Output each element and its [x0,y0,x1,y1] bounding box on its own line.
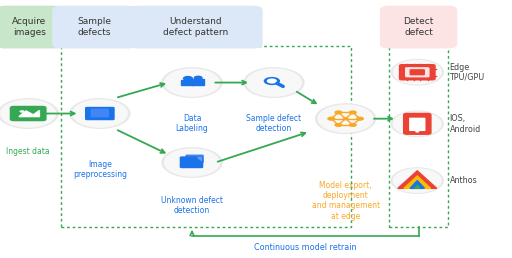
Text: Data
Labeling: Data Labeling [176,114,208,133]
Circle shape [317,104,374,133]
FancyBboxPatch shape [380,6,457,49]
Text: Understand
defect pattern: Understand defect pattern [163,17,228,37]
Text: Continuous model retrain: Continuous model retrain [254,243,356,252]
Polygon shape [415,185,420,188]
FancyBboxPatch shape [180,156,203,168]
FancyBboxPatch shape [409,118,425,131]
Polygon shape [192,79,204,85]
Circle shape [391,110,444,137]
Circle shape [356,117,364,121]
Circle shape [0,98,59,129]
Circle shape [415,131,419,133]
Circle shape [19,110,25,113]
Text: Detect
defect: Detect defect [403,17,434,37]
Circle shape [391,167,444,194]
Circle shape [161,67,223,98]
Circle shape [264,77,280,85]
Text: Image
preprocessing: Image preprocessing [73,160,127,179]
FancyBboxPatch shape [399,64,436,80]
Text: Sample defect
detection: Sample defect detection [246,114,302,133]
Bar [61,46,351,227]
FancyBboxPatch shape [0,6,63,49]
Circle shape [343,117,349,120]
FancyBboxPatch shape [10,106,47,121]
Circle shape [349,110,357,115]
FancyBboxPatch shape [85,107,115,120]
FancyBboxPatch shape [185,155,204,163]
Text: IOS,
Android: IOS, Android [450,114,481,134]
FancyBboxPatch shape [405,67,430,77]
FancyBboxPatch shape [91,109,109,117]
Circle shape [164,68,220,97]
Text: Sample
defects: Sample defects [78,17,112,37]
Circle shape [267,78,277,84]
Circle shape [334,123,343,127]
Circle shape [69,98,131,129]
Circle shape [391,59,444,86]
Circle shape [315,103,376,134]
Circle shape [246,68,302,97]
Circle shape [243,67,305,98]
Circle shape [194,76,203,80]
Circle shape [327,117,335,121]
Polygon shape [404,176,431,188]
Bar [389,46,448,227]
Circle shape [183,76,193,81]
Circle shape [164,148,220,177]
Circle shape [161,147,223,178]
Circle shape [334,110,343,115]
Text: Model export,
deployment
and management
at edge: Model export, deployment and management … [311,181,380,221]
FancyBboxPatch shape [410,69,425,75]
Circle shape [349,123,357,127]
Polygon shape [410,181,424,188]
Text: Anthos: Anthos [450,176,477,185]
Circle shape [393,60,442,85]
FancyBboxPatch shape [403,113,432,135]
Text: Ingest data: Ingest data [6,147,50,156]
Circle shape [393,111,442,136]
Text: Acquire
images: Acquire images [12,17,47,37]
FancyBboxPatch shape [52,6,137,49]
Text: Edge
TPU/GPU: Edge TPU/GPU [450,62,485,82]
FancyBboxPatch shape [129,6,263,49]
Circle shape [393,168,442,193]
Polygon shape [197,157,201,160]
Polygon shape [181,80,193,85]
Polygon shape [19,110,39,117]
Polygon shape [398,171,437,188]
Circle shape [72,99,128,128]
Text: Unknown defect
detection: Unknown defect detection [161,196,223,215]
Circle shape [0,99,56,128]
